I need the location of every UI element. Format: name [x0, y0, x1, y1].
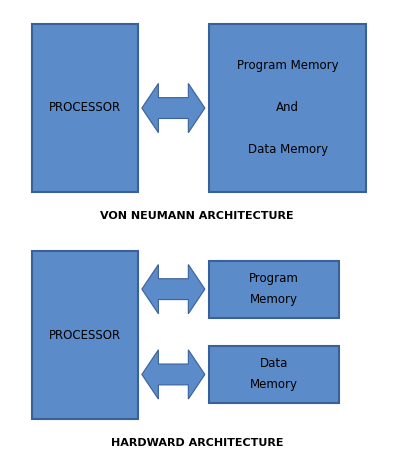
- Text: PROCESSOR: PROCESSOR: [48, 329, 121, 342]
- Bar: [209, 24, 366, 192]
- Bar: [209, 346, 339, 403]
- Bar: [32, 24, 138, 192]
- Text: Program
Memory: Program Memory: [249, 272, 299, 306]
- Polygon shape: [142, 264, 205, 314]
- Text: Program Memory

And

Data Memory: Program Memory And Data Memory: [237, 59, 338, 156]
- Text: PROCESSOR: PROCESSOR: [48, 101, 121, 114]
- Text: HARDWARD ARCHITECTURE: HARDWARD ARCHITECTURE: [111, 438, 283, 448]
- Polygon shape: [142, 83, 205, 133]
- Bar: [209, 261, 339, 318]
- Polygon shape: [142, 350, 205, 399]
- Text: VON NEUMANN ARCHITECTURE: VON NEUMANN ARCHITECTURE: [100, 210, 294, 221]
- Bar: [32, 251, 138, 419]
- Text: Data
Memory: Data Memory: [250, 357, 298, 392]
